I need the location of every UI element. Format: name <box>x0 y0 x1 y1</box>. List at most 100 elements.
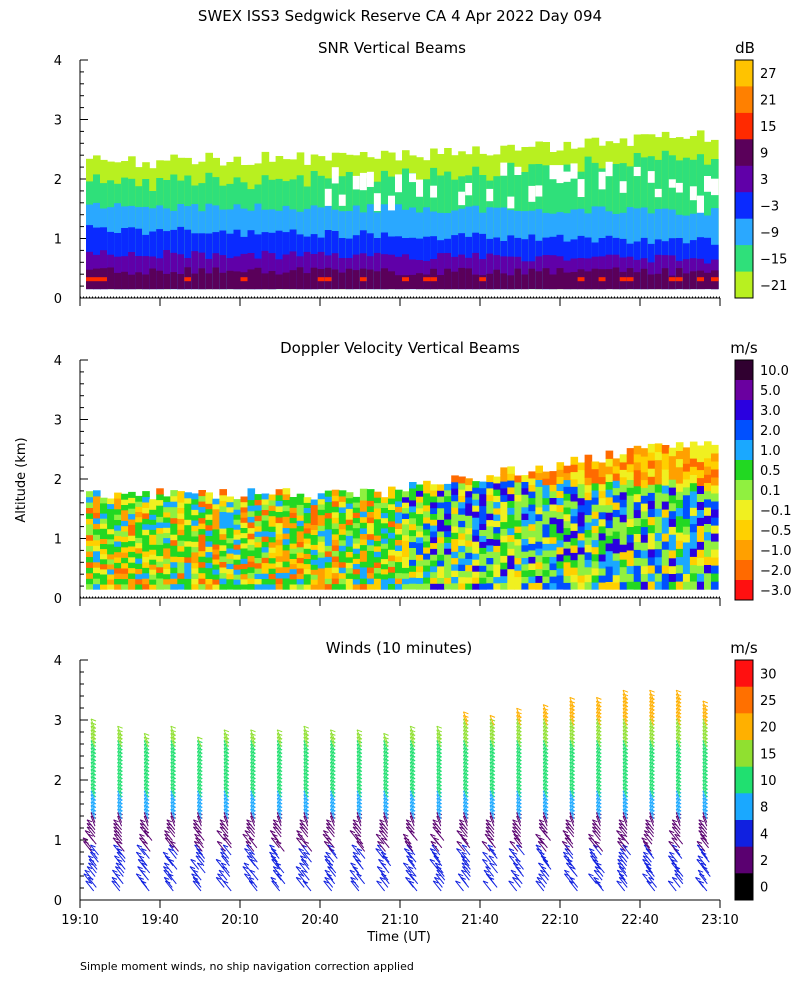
wind-barb <box>618 826 628 838</box>
wind-barb <box>193 826 202 838</box>
wind-barb <box>675 736 681 748</box>
wind-barb-flag <box>489 862 495 866</box>
wind-barb <box>250 780 256 791</box>
wind-barb-flag <box>463 725 469 729</box>
wind-barb <box>303 805 309 816</box>
wind-barb <box>592 859 601 870</box>
wind-barb <box>649 693 655 704</box>
heatmap-cell <box>661 581 670 590</box>
wind-barb-flag <box>223 750 230 754</box>
heatmap-cell <box>584 492 593 501</box>
wind-barb <box>462 859 471 870</box>
heatmap-cell <box>191 578 199 585</box>
wind-barb <box>90 736 96 748</box>
wind-barb <box>592 819 601 831</box>
heatmap-cell <box>156 583 164 590</box>
wind-barb <box>484 833 494 845</box>
wind-barb <box>595 880 604 892</box>
heatmap-cell <box>114 578 122 585</box>
wind-barb <box>595 729 601 740</box>
heatmap-cell <box>493 514 501 521</box>
wind-barb <box>542 794 548 805</box>
heatmap-cell <box>493 489 501 496</box>
wind-barb-flag <box>330 750 336 754</box>
heatmap-cell <box>296 567 305 574</box>
heatmap-cell <box>296 583 305 590</box>
heatmap-cell <box>409 482 417 489</box>
wind-barb-flag <box>508 848 515 852</box>
wind-barb <box>250 772 256 784</box>
heatmap-cell <box>535 554 543 563</box>
heatmap-cell <box>598 469 607 478</box>
heatmap-cell <box>689 466 698 475</box>
wind-barb <box>170 754 176 766</box>
heatmap-cell <box>331 561 340 568</box>
heatmap-cell <box>86 491 94 498</box>
wind-barb-flag <box>189 866 196 870</box>
doppler-colorbar-swatch <box>735 420 753 441</box>
wind-barb <box>193 819 202 831</box>
wind-barb <box>246 819 255 831</box>
wind-barb-flag <box>649 765 655 769</box>
wind-barb-flag <box>487 844 493 848</box>
wind-barb-flag <box>410 758 416 762</box>
heatmap-cell <box>444 571 452 578</box>
wind-barb <box>272 866 282 877</box>
wind-barb-flag <box>512 876 518 880</box>
heatmap-cell <box>619 521 628 530</box>
wind-barb <box>303 812 309 823</box>
heatmap-cell <box>128 508 136 515</box>
wind-barb <box>622 744 628 755</box>
wind-barb <box>324 855 333 867</box>
heatmap-cell <box>465 558 473 566</box>
wind-barb <box>569 704 575 715</box>
wind-barb <box>649 812 655 823</box>
heatmap-cell <box>451 494 459 502</box>
wind-barb <box>223 747 229 758</box>
heatmap-cell <box>465 478 473 486</box>
heatmap-cell <box>612 472 621 481</box>
heatmap-cell <box>303 532 312 539</box>
wind-barb <box>356 794 362 805</box>
wind-barb <box>459 819 468 831</box>
wind-barb <box>326 826 335 838</box>
wind-barb-flag <box>645 819 651 823</box>
wind-barb <box>90 844 99 856</box>
wind-barb-flag <box>436 794 442 798</box>
heatmap-cell <box>675 491 684 500</box>
heatmap-cell <box>668 486 677 496</box>
wind-barb <box>462 711 468 722</box>
wind-barb-flag <box>300 855 306 859</box>
wind-barb-flag <box>436 732 442 736</box>
wind-barb <box>276 801 282 812</box>
heatmap-cell <box>584 477 593 486</box>
wind-barb-flag <box>672 819 678 823</box>
heatmap-cell <box>331 544 340 551</box>
x-tick-label: 21:40 <box>461 913 498 928</box>
heatmap-cell <box>219 572 227 579</box>
wind-barb-flag <box>676 718 682 722</box>
wind-barb-flag <box>596 801 602 805</box>
heatmap-cell <box>395 275 403 290</box>
heatmap-cell <box>310 519 319 525</box>
wind-barb <box>702 754 708 766</box>
x-tick-label: 21:10 <box>381 913 418 928</box>
wind-barb-flag <box>569 700 575 704</box>
wind-barb <box>645 823 654 834</box>
heatmap-cell <box>704 548 712 557</box>
heatmap-cell <box>345 513 354 520</box>
heatmap-cell <box>317 514 326 521</box>
heatmap-cell <box>661 565 670 574</box>
heatmap-cell <box>647 443 656 453</box>
heatmap-cell <box>345 508 354 515</box>
heatmap-cell <box>500 548 508 556</box>
wind-barb <box>617 859 627 870</box>
heatmap-cell <box>416 513 424 520</box>
wind-barb <box>595 697 601 708</box>
wind-barb-flag <box>510 869 517 873</box>
wind-barb-flag <box>164 876 170 880</box>
heatmap-cell <box>437 513 445 520</box>
wind-barb <box>87 877 97 888</box>
heatmap-cell <box>93 545 101 552</box>
heatmap-cell <box>366 500 375 507</box>
